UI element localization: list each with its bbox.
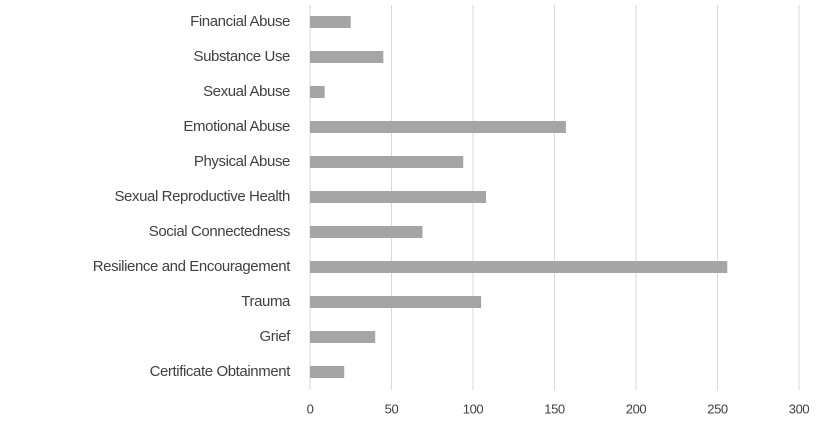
bar: [310, 121, 566, 133]
y-tick-label: Trauma: [241, 293, 291, 310]
y-tick-label: Emotional Abuse: [183, 118, 290, 135]
y-tick-label: Sexual Reproductive Health: [114, 188, 290, 205]
x-tick-label: 50: [385, 401, 399, 416]
bar: [310, 86, 325, 98]
bar: [310, 296, 482, 308]
bar: [310, 191, 487, 203]
x-tick-label: 150: [544, 401, 565, 416]
x-tick-label: 300: [789, 401, 810, 416]
bar: [310, 261, 728, 273]
bar: [310, 366, 345, 378]
y-tick-label: Sexual Abuse: [203, 83, 290, 100]
bar: [310, 51, 384, 63]
x-tick-label: 200: [626, 401, 647, 416]
bar: [310, 156, 464, 168]
y-tick-label: Certificate Obtainment: [150, 363, 292, 380]
y-tick-label: Resilience and Encouragement: [93, 258, 291, 275]
x-tick-label: 250: [707, 401, 728, 416]
y-tick-label: Grief: [259, 328, 291, 345]
x-tick-label: 0: [307, 401, 314, 416]
x-tick-label: 100: [463, 401, 484, 416]
y-tick-label: Financial Abuse: [190, 13, 290, 30]
bar: [310, 226, 423, 238]
y-tick-label: Social Connectedness: [149, 223, 290, 240]
y-tick-label: Physical Abuse: [194, 153, 290, 170]
bar: [310, 16, 351, 28]
bar: [310, 331, 376, 343]
y-tick-label: Substance Use: [193, 48, 290, 65]
